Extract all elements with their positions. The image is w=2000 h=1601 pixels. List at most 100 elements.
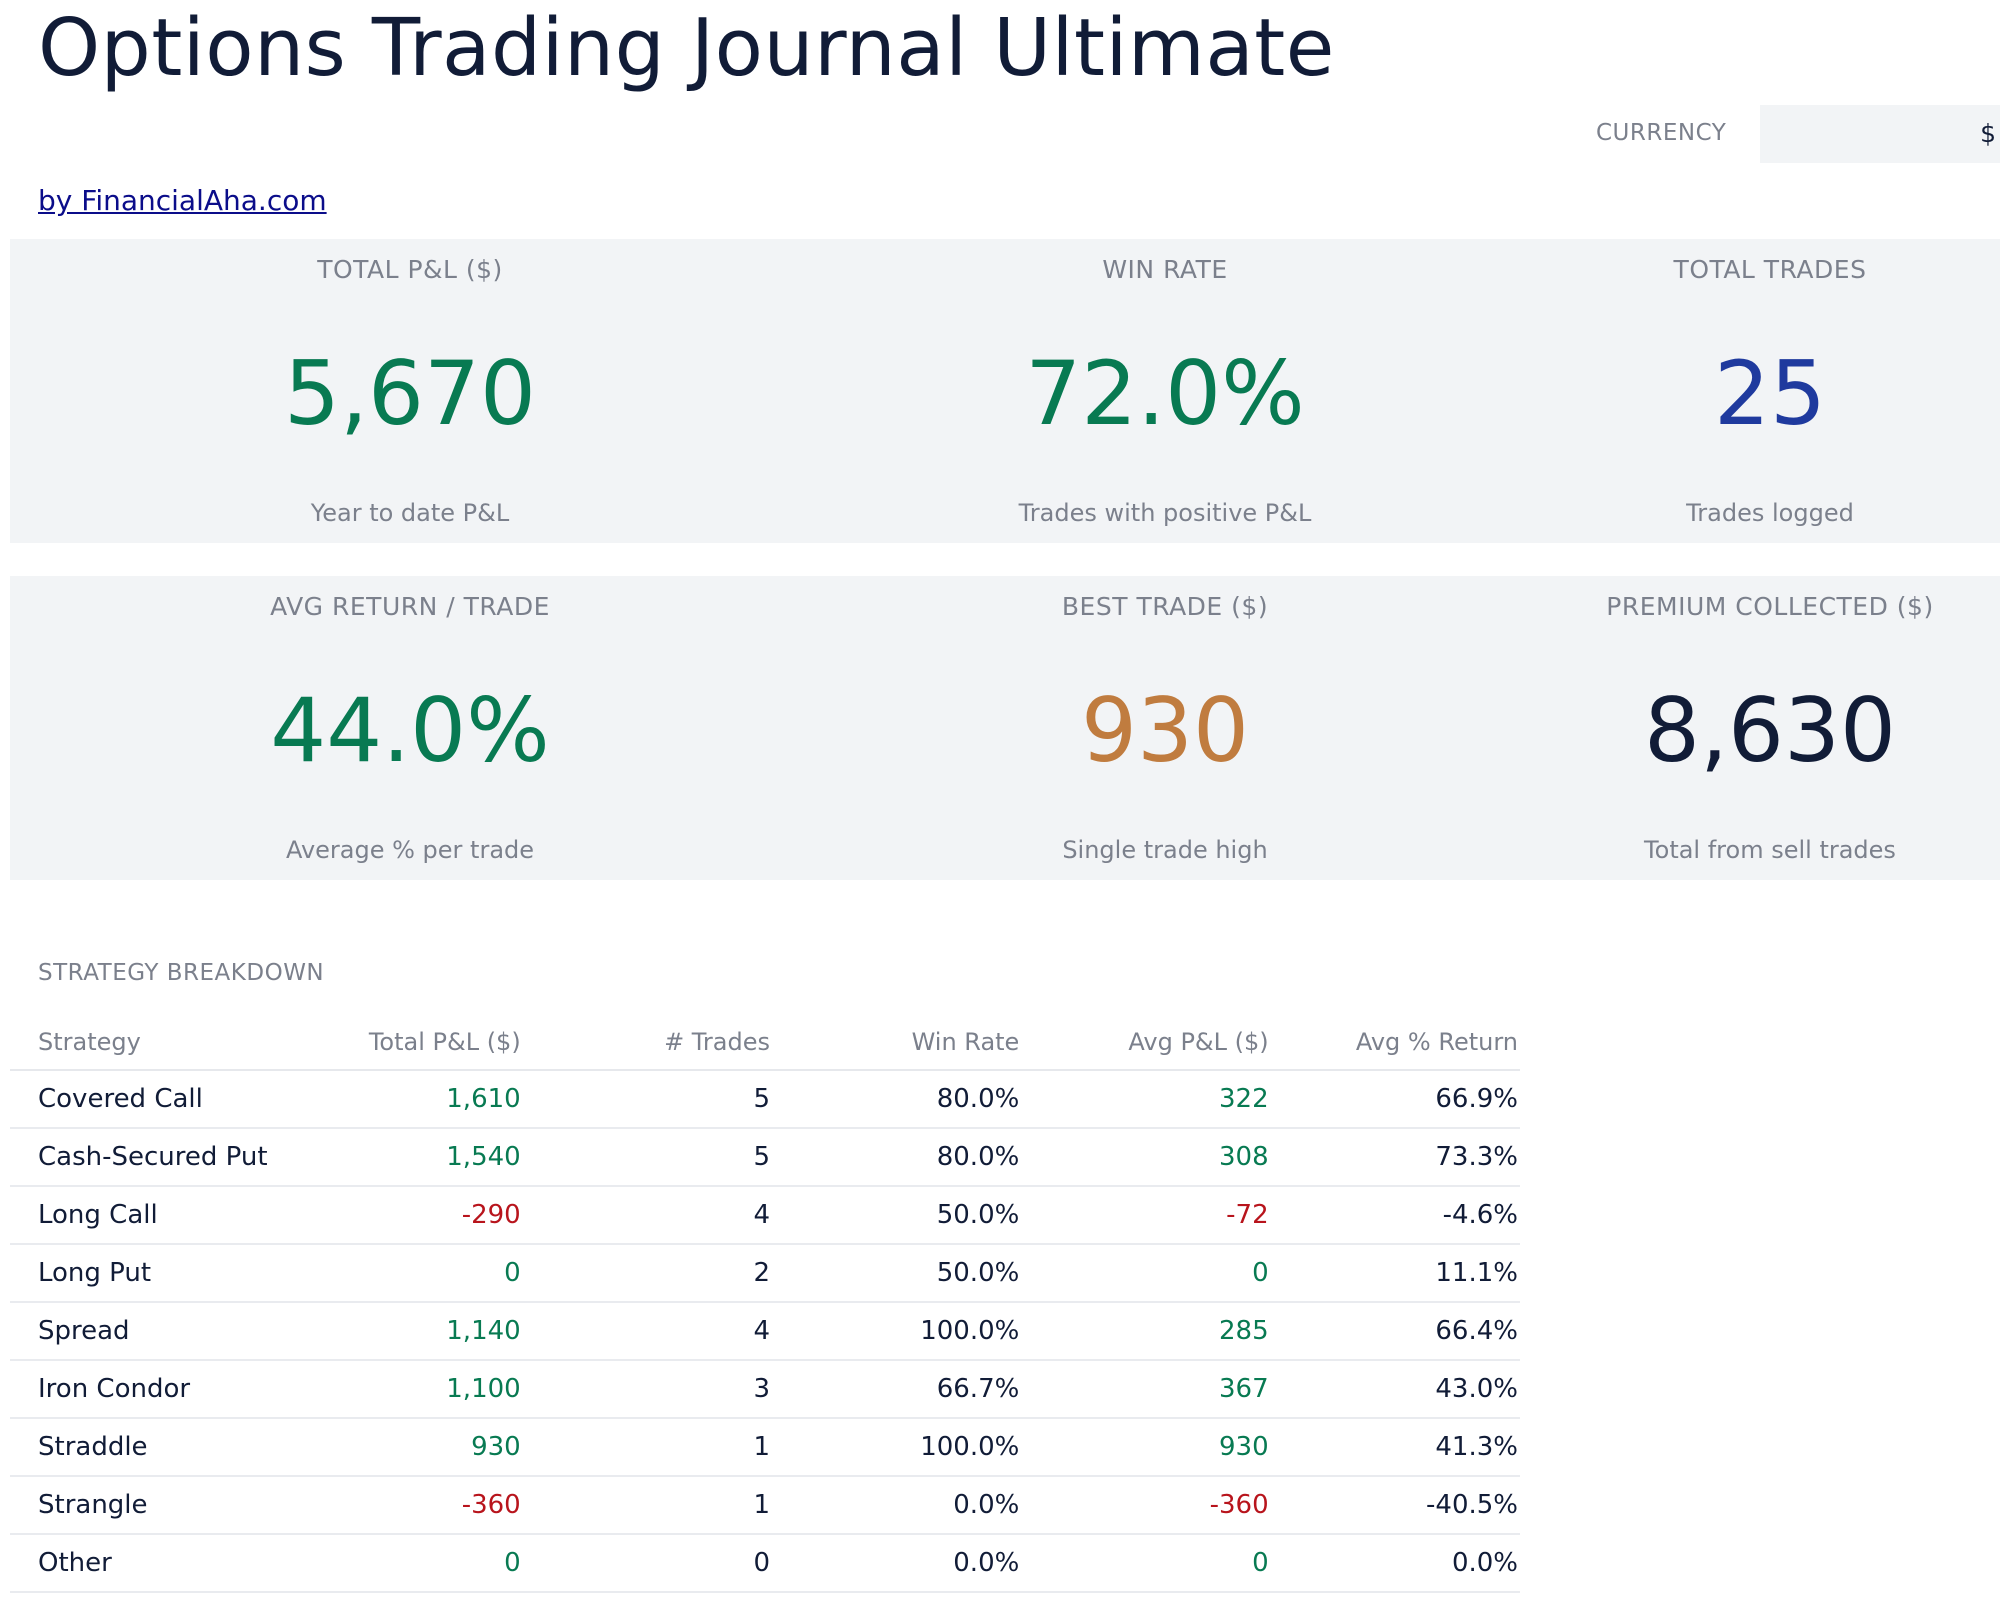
cell-total-pnl: 930: [273, 1418, 523, 1477]
page-title: Options Trading Journal Ultimate: [38, 2, 1335, 94]
cell-total-pnl: 0: [273, 1244, 523, 1303]
cell-win-rate: 0.0%: [772, 1476, 1022, 1535]
cell-avg-pnl: 0: [1021, 1244, 1271, 1303]
table-row: Spread 1,140 4 100.0% 285 66.4%: [10, 1302, 1520, 1361]
cell-avg-return: 11.1%: [1270, 1244, 1520, 1303]
kpi-total-pnl: TOTAL P&L ($) 5,670 Year to date P&L: [10, 239, 810, 543]
cell-win-rate: 80.0%: [772, 1070, 1022, 1129]
cell-trades: 3: [522, 1360, 773, 1419]
kpi-value: 72.0%: [1025, 342, 1305, 445]
kpi-value: 25: [1714, 342, 1826, 445]
section-title: STRATEGY BREAKDOWN: [38, 960, 325, 986]
table-row: Long Call -290 4 50.0% -72 -4.6%: [10, 1186, 1520, 1245]
cell-avg-pnl: 308: [1021, 1128, 1271, 1187]
cell-total-pnl: 1,140: [273, 1302, 523, 1361]
cell-win-rate: 100.0%: [772, 1302, 1022, 1361]
cell-avg-pnl: 0: [1021, 1534, 1271, 1593]
cell-win-rate: 0.0%: [772, 1534, 1022, 1593]
cell-avg-return: -4.6%: [1270, 1186, 1520, 1245]
cell-total-pnl: -360: [273, 1476, 523, 1535]
cell-strategy: Straddle: [10, 1418, 274, 1477]
cell-avg-return: 66.4%: [1270, 1302, 1520, 1361]
kpi-label: TOTAL TRADES: [1673, 255, 1867, 284]
column-header-total-pnl: Total P&L ($): [273, 1014, 523, 1071]
currency-input[interactable]: $: [1760, 105, 2000, 163]
kpi-avg-return: AVG RETURN / TRADE 44.0% Average % per t…: [10, 576, 810, 880]
column-header-strategy: Strategy: [10, 1014, 274, 1071]
cell-trades: 2: [522, 1244, 773, 1303]
table-row: Covered Call 1,610 5 80.0% 322 66.9%: [10, 1070, 1520, 1129]
cell-avg-return: 0.0%: [1270, 1534, 1520, 1593]
cell-trades: 1: [522, 1418, 773, 1477]
cell-strategy: Iron Condor: [10, 1360, 274, 1419]
table-row: Cash-Secured Put 1,540 5 80.0% 308 73.3%: [10, 1128, 1520, 1187]
cell-avg-pnl: 930: [1021, 1418, 1271, 1477]
kpi-subtext: Trades logged: [1686, 499, 1854, 527]
table-row: Strangle -360 1 0.0% -360 -40.5%: [10, 1476, 1520, 1535]
table-row: Other 0 0 0.0% 0 0.0%: [10, 1534, 1520, 1593]
cell-total-pnl: 0: [273, 1534, 523, 1593]
kpi-subtext: Total from sell trades: [1644, 836, 1896, 864]
cell-strategy: Cash-Secured Put: [10, 1128, 274, 1187]
cell-strategy: Covered Call: [10, 1070, 274, 1129]
kpi-band-top: TOTAL P&L ($) 5,670 Year to date P&L WIN…: [10, 239, 2000, 543]
table-row: Straddle 930 1 100.0% 930 41.3%: [10, 1418, 1520, 1477]
cell-trades: 1: [522, 1476, 773, 1535]
cell-trades: 5: [522, 1070, 773, 1129]
kpi-subtext: Average % per trade: [285, 836, 535, 864]
kpi-subtext: Year to date P&L: [310, 499, 510, 527]
cell-total-pnl: 1,540: [273, 1128, 523, 1187]
kpi-value: 5,670: [284, 342, 536, 445]
kpi-value: 8,630: [1644, 679, 1896, 782]
cell-avg-return: 43.0%: [1270, 1360, 1520, 1419]
kpi-value: 44.0%: [270, 679, 550, 782]
kpi-value: 930: [1081, 679, 1249, 782]
cell-avg-pnl: 367: [1021, 1360, 1271, 1419]
kpi-label: BEST TRADE ($): [1061, 592, 1269, 621]
cell-win-rate: 50.0%: [772, 1186, 1022, 1245]
kpi-subtext: Single trade high: [1062, 836, 1268, 864]
kpi-win-rate: WIN RATE 72.0% Trades with positive P&L: [765, 239, 1565, 543]
currency-label: CURRENCY: [1596, 120, 1727, 146]
cell-win-rate: 66.7%: [772, 1360, 1022, 1419]
cell-trades: 4: [522, 1186, 773, 1245]
cell-avg-pnl: -72: [1021, 1186, 1271, 1245]
cell-avg-return: 73.3%: [1270, 1128, 1520, 1187]
cell-strategy: Strangle: [10, 1476, 274, 1535]
cell-win-rate: 80.0%: [772, 1128, 1022, 1187]
kpi-band-bottom: AVG RETURN / TRADE 44.0% Average % per t…: [10, 576, 2000, 880]
kpi-premium-collected: PREMIUM COLLECTED ($) 8,630 Total from s…: [1370, 576, 2000, 880]
cell-trades: 0: [522, 1534, 773, 1593]
strategy-table: Strategy Total P&L ($) # Trades Win Rate…: [10, 1014, 1520, 1593]
cell-avg-return: -40.5%: [1270, 1476, 1520, 1535]
cell-win-rate: 50.0%: [772, 1244, 1022, 1303]
kpi-total-trades: TOTAL TRADES 25 Trades logged: [1370, 239, 2000, 543]
cell-avg-pnl: 285: [1021, 1302, 1271, 1361]
column-header-avg-pnl: Avg P&L ($): [1021, 1014, 1271, 1071]
author-link[interactable]: by FinancialAha.com: [38, 184, 327, 217]
cell-total-pnl: 1,610: [273, 1070, 523, 1129]
cell-total-pnl: -290: [273, 1186, 523, 1245]
kpi-subtext: Trades with positive P&L: [1018, 499, 1312, 527]
column-header-avg-return: Avg % Return: [1270, 1014, 1520, 1071]
cell-strategy: Long Call: [10, 1186, 274, 1245]
cell-trades: 4: [522, 1302, 773, 1361]
cell-strategy: Other: [10, 1534, 274, 1593]
kpi-label: TOTAL P&L ($): [317, 255, 503, 284]
column-header-win-rate: Win Rate: [772, 1014, 1022, 1071]
kpi-label: PREMIUM COLLECTED ($): [1606, 592, 1934, 621]
column-header-trades: # Trades: [522, 1014, 773, 1071]
cell-win-rate: 100.0%: [772, 1418, 1022, 1477]
cell-strategy: Spread: [10, 1302, 274, 1361]
cell-avg-pnl: 322: [1021, 1070, 1271, 1129]
kpi-label: AVG RETURN / TRADE: [270, 592, 550, 621]
cell-avg-return: 66.9%: [1270, 1070, 1520, 1129]
table-header-row: Strategy Total P&L ($) # Trades Win Rate…: [10, 1014, 1520, 1071]
cell-trades: 5: [522, 1128, 773, 1187]
cell-avg-pnl: -360: [1021, 1476, 1271, 1535]
kpi-label: WIN RATE: [1102, 255, 1228, 284]
cell-total-pnl: 1,100: [273, 1360, 523, 1419]
kpi-best-trade: BEST TRADE ($) 930 Single trade high: [765, 576, 1565, 880]
cell-avg-return: 41.3%: [1270, 1418, 1520, 1477]
cell-strategy: Long Put: [10, 1244, 274, 1303]
